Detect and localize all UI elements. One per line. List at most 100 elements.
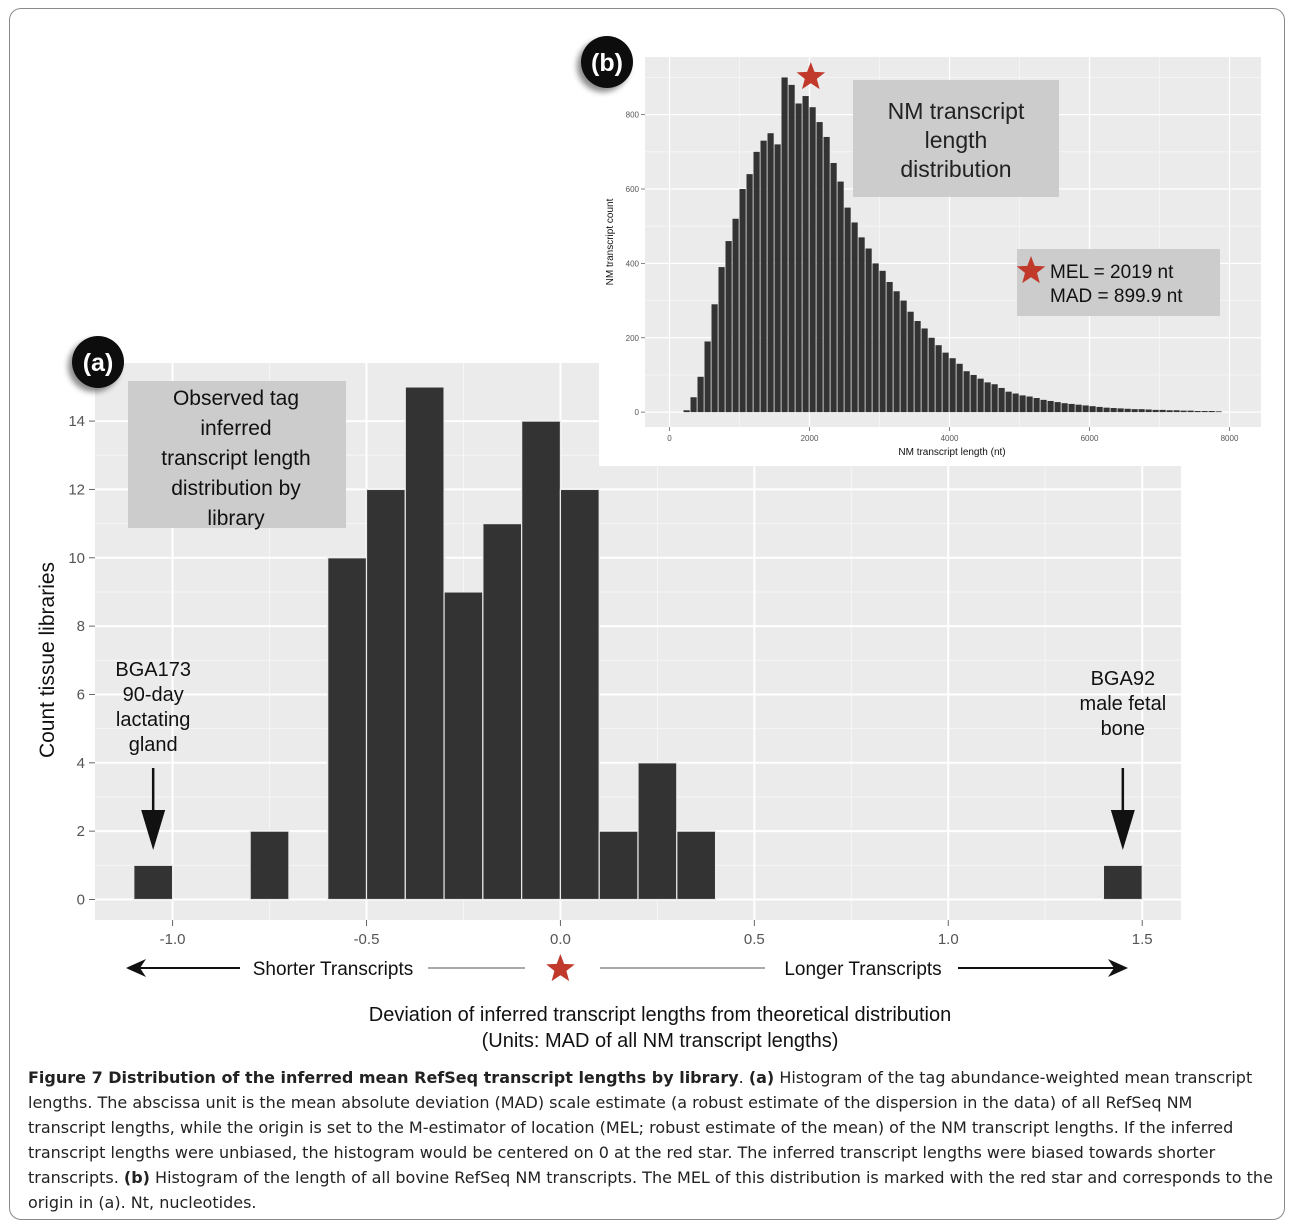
panel-b-bars [683, 77, 1222, 413]
panel-a-direction-row: Shorter Transcripts Longer Transcripts [126, 954, 1128, 982]
annotation-arrowhead [1110, 810, 1135, 850]
histogram-bar [914, 321, 921, 413]
panel-a-badge [72, 336, 124, 388]
histogram-bar [753, 151, 760, 413]
histogram-bar [1124, 408, 1131, 413]
histogram-bar [1173, 410, 1180, 413]
histogram-bar [1012, 393, 1019, 413]
histogram-bar [637, 762, 678, 901]
histogram-bar [893, 291, 900, 413]
histogram-bar [970, 374, 977, 413]
histogram-bar [1180, 410, 1187, 413]
panel-b-x-axis-label: NM transcript length (nt) [898, 447, 1005, 458]
histogram-bar [781, 77, 788, 413]
panel-a-title-line: inferred [200, 417, 271, 440]
histogram-bar [1082, 405, 1089, 413]
panel-a-title: Observed tag inferred transcript length dis… [161, 387, 310, 530]
histogram-bar [725, 241, 732, 413]
panel-b-title-line: NM transcript [888, 98, 1025, 124]
histogram-bar [844, 207, 851, 413]
histogram-bar [935, 345, 942, 413]
histogram-bar [1152, 409, 1159, 413]
histogram-bar [963, 371, 970, 413]
histogram-bar [327, 557, 368, 901]
panel-b: 0 200 400 600 800 0 2000 4000 6000 8000 NM trans… [581, 36, 1267, 466]
histogram-bar [872, 263, 879, 413]
histogram-bar [1187, 410, 1194, 413]
panel-b-y-axis-label: NM transcript count [605, 198, 616, 285]
histogram-bar [907, 311, 914, 413]
annotation-arrowhead [141, 810, 166, 850]
histogram-bar [1040, 399, 1047, 413]
histogram-bar [1145, 409, 1152, 413]
panel-b-badge [581, 36, 633, 88]
panel-a-title-line: distribution by [171, 477, 301, 500]
x-tick-label: 1.0 [938, 931, 959, 948]
histogram-bar [991, 384, 998, 413]
histogram-bar [760, 140, 767, 413]
x-tick-label: 6000 [1081, 434, 1099, 443]
histogram-bar [249, 830, 290, 901]
figure-caption: Figure 7 Distribution of the inferred me… [28, 1065, 1273, 1215]
y-tick-label: 12 [68, 481, 85, 498]
histogram-bar [795, 103, 802, 413]
panel-a-title-box [128, 381, 346, 528]
histogram-bar [767, 133, 774, 413]
histogram-bar [949, 358, 956, 413]
y-tick-label: 0 [77, 891, 85, 908]
mel-star-icon [796, 62, 826, 90]
caption-a-label: (a) [748, 1068, 775, 1087]
y-tick-label: 10 [68, 550, 85, 567]
histogram-bar [690, 397, 697, 413]
histogram-bar [830, 162, 837, 413]
y-tick-label: 400 [626, 259, 640, 268]
panel-a-title-line: Observed tag [173, 387, 299, 410]
x-tick-label: 2000 [801, 434, 819, 443]
mad-stat: MAD = 899.9 nt [1050, 286, 1183, 307]
y-tick-label: 8 [77, 618, 85, 635]
panel-a-bars [133, 386, 1143, 901]
histogram-bar [809, 107, 816, 413]
histogram-bar [956, 363, 963, 413]
histogram-bar [1068, 403, 1075, 413]
x-tick-label: 0.5 [744, 931, 765, 948]
histogram-bar [1054, 402, 1061, 413]
histogram-bar [886, 281, 893, 413]
panel-b-label: (b) [591, 49, 623, 77]
y-tick-label: 4 [77, 755, 85, 772]
histogram-bar [1138, 409, 1145, 413]
panel-b-title-line: distribution [900, 156, 1011, 182]
histogram-bar [802, 96, 809, 413]
histogram-bar [1159, 409, 1166, 413]
panel-a-x-ticks: -1.0 -0.5 0.0 0.5 1.0 1.5 [160, 920, 1153, 948]
x-tick-label: 4000 [941, 434, 959, 443]
x-tick-label: -0.5 [354, 931, 380, 948]
histogram-bar [921, 328, 928, 413]
histogram-bar [816, 122, 823, 413]
panel-b-x-ticks: 0 2000 4000 6000 8000 [667, 427, 1239, 443]
y-tick-label: 14 [68, 413, 85, 430]
figure-canvas: 0 2 4 6 8 10 12 14 -1.0 -0.5 0.0 0.5 1.0 1.5 Observe… [36, 36, 1267, 1052]
histogram-bar [900, 300, 907, 413]
annotation-text-line: male fetal [1079, 693, 1166, 715]
x-tick-label: -1.0 [160, 931, 186, 948]
histogram-bar [1215, 411, 1222, 413]
panel-b-y-ticks: 0 200 400 600 800 [626, 111, 645, 417]
panel-a-title-line: transcript length [161, 447, 310, 470]
panel-a-annotations: BGA173 90-day lactating gland BGA92 male feta… [115, 659, 1166, 850]
y-tick-label: 800 [626, 111, 640, 120]
caption-a-text: Histogram of the tag abundance-weighted … [28, 1068, 1253, 1187]
histogram-bar [1103, 407, 1110, 413]
panel-a-label: (a) [83, 349, 114, 377]
histogram-bar [984, 382, 991, 413]
histogram-bar [1131, 409, 1138, 413]
caption-b-label: (b) [123, 1168, 150, 1187]
histogram-bar [1166, 410, 1173, 413]
histogram-bar [879, 270, 886, 413]
panel-a-x-axis-label-line1: Deviation of inferred transcript lengths… [369, 1004, 952, 1026]
histogram-bar [823, 136, 830, 413]
histogram-bar [1026, 396, 1033, 413]
histogram-bar [443, 591, 484, 901]
histogram-bar [998, 387, 1005, 413]
histogram-bar [1194, 411, 1201, 413]
